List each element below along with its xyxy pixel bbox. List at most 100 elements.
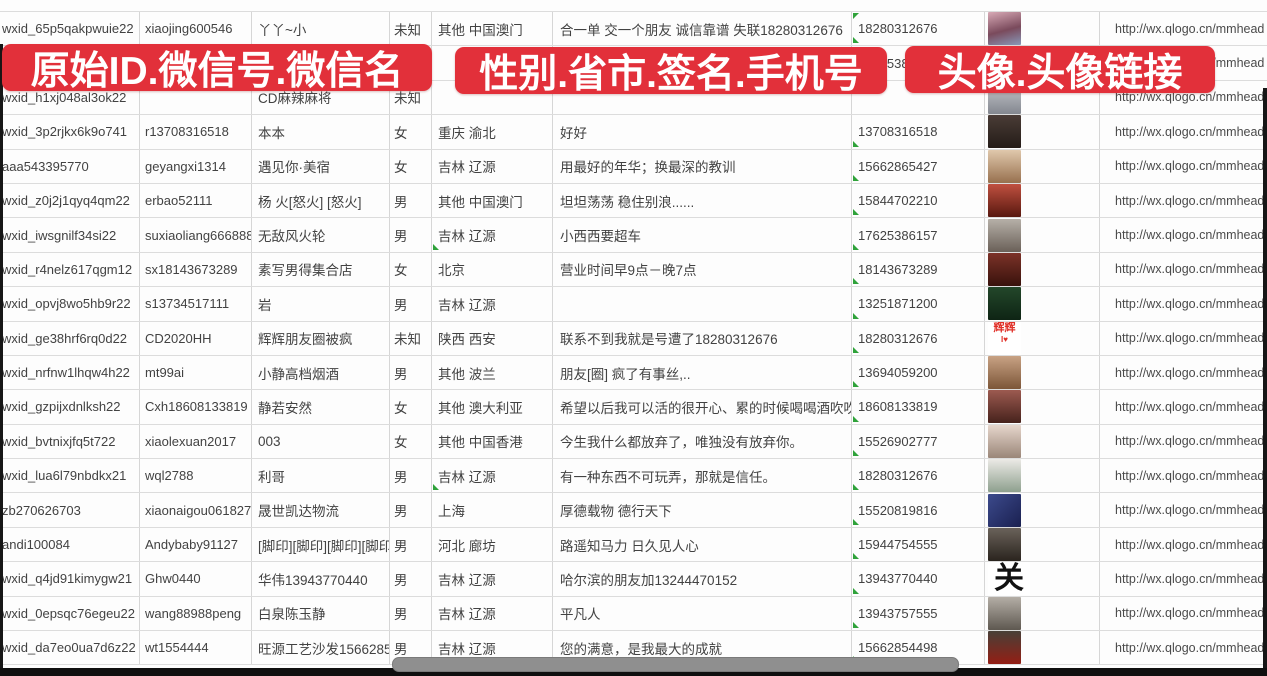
cell-wechat-number[interactable]: Cxh18608133819 xyxy=(140,390,252,424)
cell-phone[interactable]: 18280312676 xyxy=(852,12,985,46)
cell-avatar[interactable] xyxy=(985,596,1100,631)
cell-signature[interactable] xyxy=(553,80,852,115)
cell-gender[interactable]: 男 xyxy=(390,183,432,218)
cell-original-id[interactable]: wxid_lua6l79nbdkx21 xyxy=(0,459,140,493)
cell-wechat-number[interactable]: Andybaby91127 xyxy=(140,527,252,562)
cell-original-id[interactable]: wxid_3p2rjkx6k9o741 xyxy=(0,115,140,149)
cell-phone[interactable]: 15520819816 xyxy=(852,493,985,527)
cell-region[interactable]: 吉林 辽源 xyxy=(432,149,553,183)
cell-gender[interactable]: 未知 xyxy=(390,321,432,355)
cell-phone[interactable]: 13943757555 xyxy=(852,596,985,631)
cell-region[interactable]: 吉林 辽源 xyxy=(432,596,553,631)
cell-gender[interactable]: 男 xyxy=(390,596,432,631)
cell-signature[interactable]: 哈尔滨的朋友加13244470152 xyxy=(553,562,852,596)
cell-avatar-url[interactable]: http://wx.qlogo.cn/mmhead xyxy=(1115,606,1265,621)
cell-avatar[interactable]: 辉辉 I♥ xyxy=(985,321,1100,355)
cell-phone[interactable]: 18143673289 xyxy=(852,252,985,287)
cell-wechat-name[interactable]: 003 xyxy=(252,424,390,459)
cell-signature[interactable]: 联系不到我就是号遭了18280312676 xyxy=(553,321,852,355)
cell-gender[interactable]: 女 xyxy=(390,149,432,183)
cell-original-id[interactable]: wxid_iwsgnilf34si22 xyxy=(0,218,140,252)
cell-wechat-name[interactable]: 晟世凯达物流 xyxy=(252,493,390,527)
cell-gender[interactable]: 男 xyxy=(390,631,432,665)
cell-original-id[interactable]: wxid_q4jd91kimygw21 xyxy=(0,562,140,596)
cell-avatar-url[interactable]: http://wx.qlogo.cn/mmhead xyxy=(1115,159,1265,174)
cell-avatar[interactable] xyxy=(985,424,1100,459)
cell-wechat-name[interactable]: 遇见你·美宿 xyxy=(252,149,390,183)
cell-avatar-url[interactable]: http://wx.qlogo.cn/mmhead xyxy=(1115,296,1265,311)
cell-wechat-name[interactable]: [脚印][脚印][脚印][脚印 xyxy=(252,527,390,562)
cell-wechat-name[interactable]: 本本 xyxy=(252,115,390,149)
cell-original-id[interactable]: wxid_nrfnw1lhqw4h22 xyxy=(0,355,140,390)
cell-signature[interactable]: 有一种东西不可玩弄，那就是信任。 xyxy=(553,459,852,493)
cell-original-id[interactable]: zb270626703 xyxy=(0,493,140,527)
cell-wechat-number[interactable]: sx18143673289 xyxy=(140,252,252,287)
cell-phone[interactable]: 18280312676 xyxy=(852,321,985,355)
cell-wechat-name[interactable]: 丫丫~小 xyxy=(252,12,390,46)
cell-wechat-number[interactable]: wang88988peng xyxy=(140,596,252,631)
cell-wechat-number[interactable]: geyangxi1314 xyxy=(140,149,252,183)
cell-avatar[interactable] xyxy=(985,493,1100,527)
cell-avatar-url[interactable]: http://wx.qlogo.cn/mmhead xyxy=(1115,537,1265,552)
cell-wechat-name[interactable]: CD麻辣麻将 xyxy=(252,80,390,115)
cell-signature[interactable]: 您的满意，是我最大的成就 xyxy=(553,631,852,665)
cell-gender[interactable]: 男 xyxy=(390,287,432,321)
cell-avatar[interactable]: 关 xyxy=(985,562,1100,596)
cell-original-id[interactable]: wxid_ge38hrf6rq0d22 xyxy=(0,321,140,355)
cell-wechat-name[interactable]: 无敌风火轮 xyxy=(252,218,390,252)
cell-wechat-name[interactable]: 利哥 xyxy=(252,459,390,493)
cell-wechat-name[interactable]: 华伟13943770440 xyxy=(252,562,390,596)
cell-original-id[interactable]: wxid_0epsqc76egeu22 xyxy=(0,596,140,631)
cell-region[interactable]: 其他 中国澳门 xyxy=(432,12,553,46)
cell-gender[interactable]: 女 xyxy=(390,390,432,424)
cell-avatar[interactable] xyxy=(985,12,1100,46)
cell-wechat-number[interactable]: r13708316518 xyxy=(140,115,252,149)
cell-original-id[interactable]: wxid_da7eo0ua7d6z22 xyxy=(0,631,140,665)
cell-gender[interactable]: 男 xyxy=(390,562,432,596)
cell-original-id[interactable]: wxid_gzpijxdnlksh22 xyxy=(0,390,140,424)
cell-avatar-url[interactable]: http://wx.qlogo.cn/mmhead xyxy=(1115,262,1265,277)
cell-avatar-url[interactable]: http://wx.qlogo.cn/mmhead xyxy=(1115,399,1265,414)
cell-original-id[interactable]: wxid_r4nelz617qgm12 xyxy=(0,252,140,287)
cell-original-id[interactable]: andi100084 xyxy=(0,527,140,562)
cell-wechat-name[interactable]: 素写男得集合店 xyxy=(252,252,390,287)
cell-avatar-url[interactable]: http://wx.qlogo.cn/mmhead xyxy=(1115,193,1265,208)
cell-region[interactable]: 吉林 辽源 xyxy=(432,287,553,321)
cell-gender[interactable]: 未知 xyxy=(390,12,432,46)
cell-avatar[interactable] xyxy=(985,631,1100,665)
cell-phone[interactable]: 15844702210 xyxy=(852,183,985,218)
horizontal-scrollbar-thumb[interactable] xyxy=(392,657,959,672)
cell-region[interactable]: 吉林 辽源 xyxy=(432,631,553,665)
cell-phone[interactable]: 13943770440 xyxy=(852,562,985,596)
cell-wechat-name[interactable]: 小静高档烟酒 xyxy=(252,355,390,390)
cell-wechat-name[interactable]: 辉辉朋友圈被疯 xyxy=(252,321,390,355)
cell-wechat-number[interactable] xyxy=(140,80,252,115)
cell-signature[interactable]: 希望以后我可以活的很开心、累的时候喝喝酒吹吹[ xyxy=(553,390,852,424)
cell-phone[interactable]: 18608133819 xyxy=(852,390,985,424)
cell-signature[interactable]: 好好 xyxy=(553,115,852,149)
cell-avatar-url[interactable]: http://wx.qlogo.cn/mmhead xyxy=(1115,571,1265,586)
cell-original-id[interactable]: aaa543395770 xyxy=(0,149,140,183)
cell-wechat-number[interactable]: wql2788 xyxy=(140,459,252,493)
cell-wechat-number[interactable]: xiaolexuan2017 xyxy=(140,424,252,459)
cell-original-id[interactable]: wxid_65p5qakpwuie22 xyxy=(0,12,140,46)
cell-wechat-number[interactable]: xiaonaigou061827 xyxy=(140,493,252,527)
cell-avatar-url[interactable]: http://wx.qlogo.cn/mmhead xyxy=(1115,365,1265,380)
cell-gender[interactable]: 女 xyxy=(390,252,432,287)
cell-avatar-url[interactable]: http://wx.qlogo.cn/mmhead xyxy=(1115,468,1265,483)
cell-wechat-number[interactable]: xiaojing600546 xyxy=(140,12,252,46)
cell-signature[interactable]: 厚德载物 德行天下 xyxy=(553,493,852,527)
cell-gender[interactable]: 男 xyxy=(390,355,432,390)
cell-phone[interactable]: 15526902777 xyxy=(852,424,985,459)
cell-signature[interactable]: 营业时间早9点－晚7点 xyxy=(553,252,852,287)
cell-region[interactable]: 陕西 西安 xyxy=(432,321,553,355)
cell-region[interactable]: 其他 中国澳门 xyxy=(432,183,553,218)
cell-phone[interactable]: 17625386157 xyxy=(852,218,985,252)
cell-region[interactable]: 其他 波兰 xyxy=(432,355,553,390)
cell-original-id[interactable]: wxid_opvj8wo5hb9r22 xyxy=(0,287,140,321)
cell-gender[interactable]: 男 xyxy=(390,493,432,527)
cell-phone[interactable]: 15944754555 xyxy=(852,527,985,562)
cell-region[interactable]: 吉林 辽源 xyxy=(432,562,553,596)
cell-region[interactable]: 吉林 辽源 xyxy=(432,218,553,252)
cell-avatar-url[interactable]: http://wx.qlogo.cn/mmhead xyxy=(1115,228,1265,243)
